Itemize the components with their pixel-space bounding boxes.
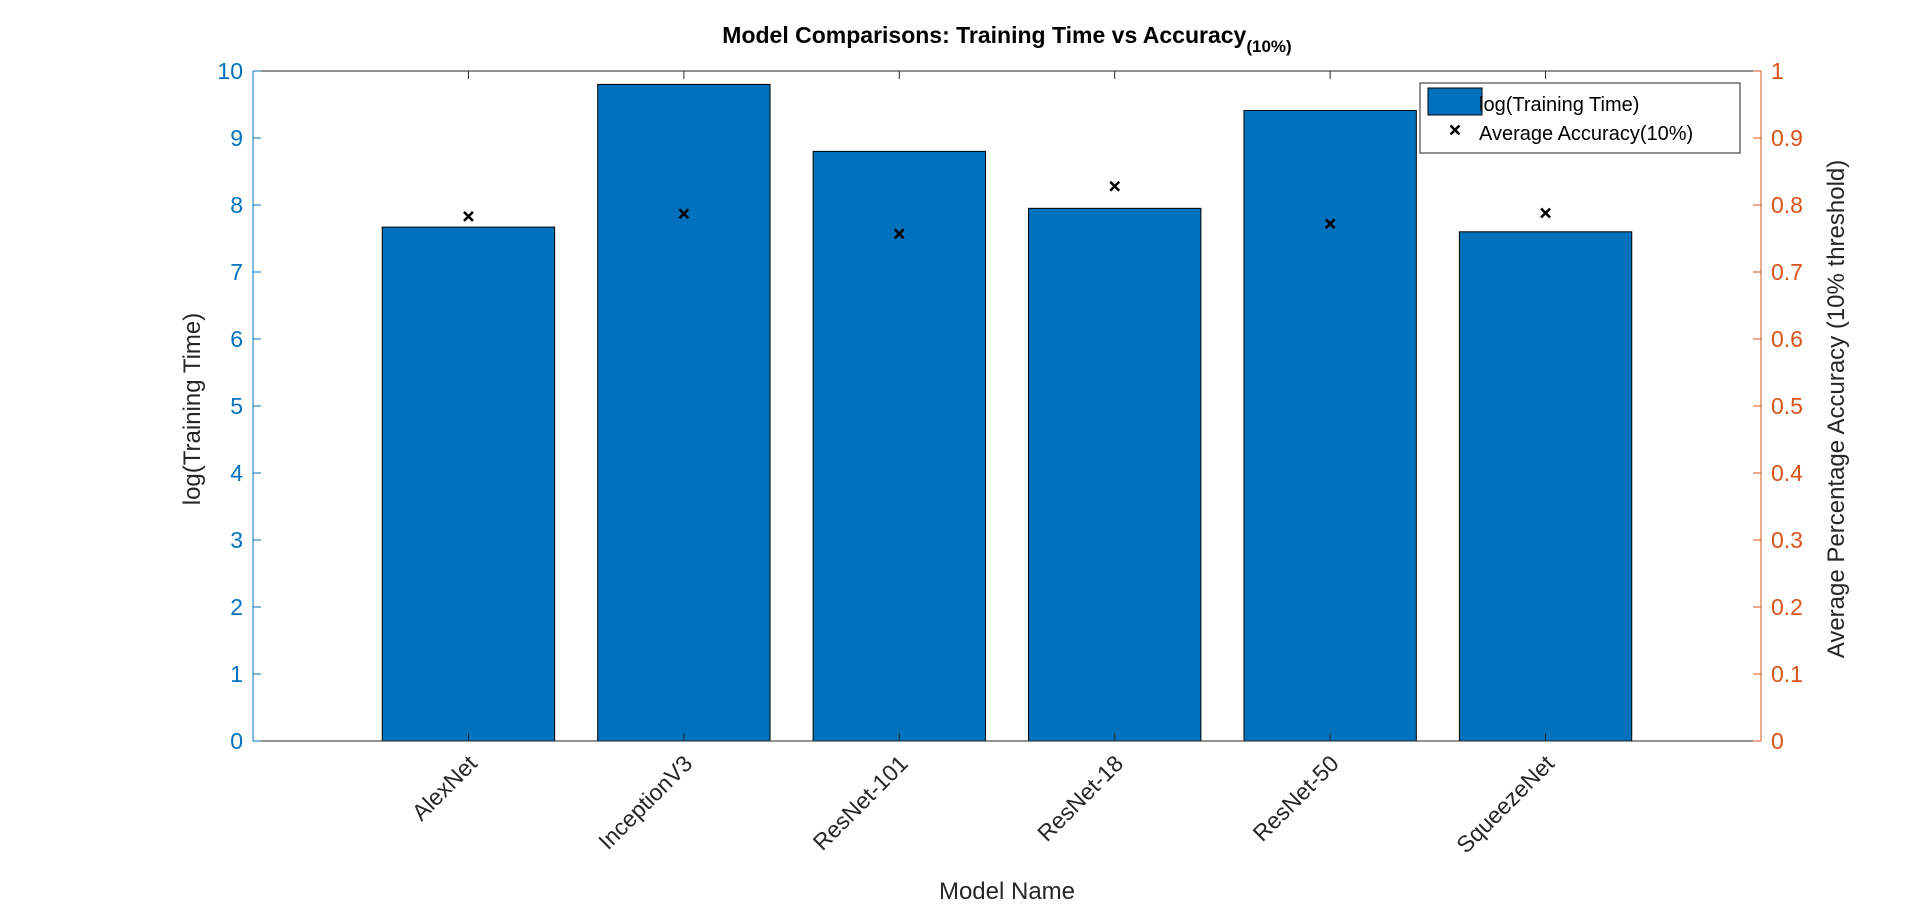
y-left-tick-label: 10 <box>217 58 243 84</box>
bar-resnet-18 <box>1028 207 1202 742</box>
legend-entry-accuracy: Average Accuracy(10%) <box>1479 123 1693 145</box>
marker-stroke <box>678 208 690 220</box>
chart-title: Model Comparisons: Training Time vs Accu… <box>722 22 1291 56</box>
accuracy-marker-resnet-18 <box>1109 180 1121 192</box>
y-left-tick-label: 3 <box>230 527 243 553</box>
bar-series <box>381 83 1633 742</box>
bar-resnet-101 <box>812 150 986 742</box>
accuracy-marker-squeezenet <box>1540 207 1551 219</box>
y-right-tick-label: 0.5 <box>1771 393 1803 419</box>
legend: log(Training Time) Average Accuracy(10%) <box>1419 82 1741 154</box>
y-right-tick-label: 0.6 <box>1771 326 1803 352</box>
y-left-tick-label: 1 <box>230 661 243 687</box>
marker-stroke <box>893 228 905 240</box>
marker-stroke <box>1449 124 1461 136</box>
marker-stroke <box>1324 218 1336 230</box>
y-right-tick-label: 0.9 <box>1771 125 1803 151</box>
legend-entry-training-time: log(Training Time) <box>1479 94 1639 116</box>
y-right-tick-label: 0.7 <box>1771 259 1803 285</box>
x-tick-label-resnet-18: ResNet-18 <box>1032 750 1128 846</box>
accuracy-marker-resnet-50 <box>1324 218 1336 230</box>
x-tick-label-inceptionv3: InceptionV3 <box>593 750 697 854</box>
x-tick-label-alexnet: AlexNet <box>407 750 483 826</box>
y-right-tick-label: 0.2 <box>1771 594 1803 620</box>
y-right-tick-label: 1 <box>1771 58 1784 84</box>
y-left-tick-label: 7 <box>230 259 243 285</box>
x-tick-label-squeezenet: SqueezeNet <box>1451 750 1559 858</box>
marker-stroke <box>463 211 474 222</box>
y-left-tick-label: 5 <box>230 393 243 419</box>
y-left-tick-label: 4 <box>230 460 243 486</box>
y-right-tick-label: 0 <box>1771 728 1784 754</box>
bar-resnet-50 <box>1243 110 1417 742</box>
y-right-tick-label: 0.4 <box>1771 460 1803 486</box>
x-tick-label-resnet-50: ResNet-50 <box>1248 750 1344 846</box>
x-axis-label: Model Name <box>939 878 1075 905</box>
marker-stroke <box>1109 180 1121 192</box>
y-right-tick-label: 0.1 <box>1771 661 1803 687</box>
y-left-tick-label: 6 <box>230 326 243 352</box>
chart-title-main: Model Comparisons: Training Time vs Accu… <box>722 22 1246 48</box>
marker-stroke <box>1540 207 1551 219</box>
legend-accuracy-marker <box>1449 124 1461 136</box>
y-left-tick-label: 8 <box>230 192 243 218</box>
y-right-tick-label: 0.8 <box>1771 192 1803 218</box>
accuracy-marker-inceptionv3 <box>678 208 690 220</box>
accuracy-marker-alexnet <box>463 211 474 222</box>
chart-title-subscript: (10%) <box>1246 37 1291 56</box>
accuracy-markers <box>463 180 1551 240</box>
y-axis-right-label: Average Percentage Accuracy (10% thresho… <box>1823 160 1850 659</box>
legend-bar-swatch <box>1427 87 1483 116</box>
y-right-tick-label: 0.3 <box>1771 527 1803 553</box>
accuracy-marker-resnet-101 <box>893 228 905 240</box>
bar-inceptionv3 <box>597 83 771 742</box>
x-tick-label-resnet-101: ResNet-101 <box>808 750 913 855</box>
y-left-tick-label: 0 <box>230 728 243 754</box>
bar-alexnet <box>381 226 556 742</box>
legend-x-marker <box>1449 124 1461 136</box>
y-left-tick-label: 9 <box>230 125 243 151</box>
y-axis-left-label: log(Training Time) <box>179 313 206 506</box>
y-left-tick-label: 2 <box>230 594 243 620</box>
bar-squeezenet <box>1458 231 1633 742</box>
